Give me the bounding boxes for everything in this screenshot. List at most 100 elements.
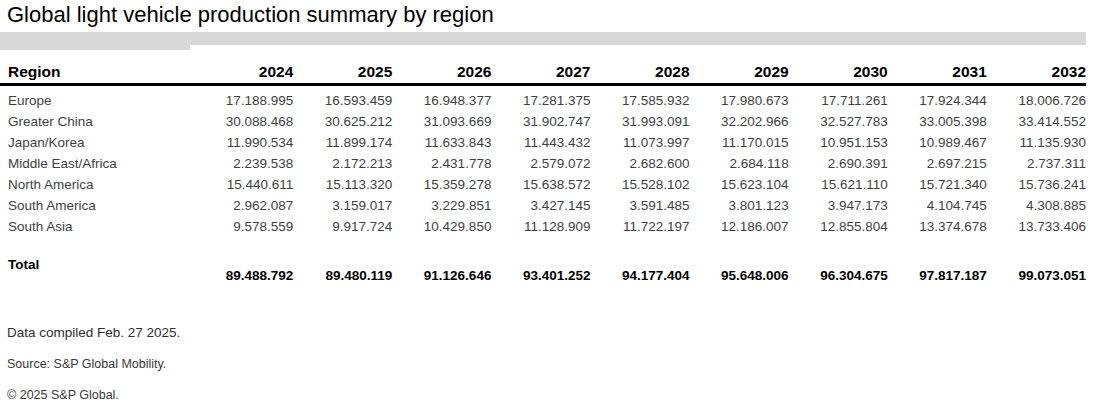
value-cell: 9.578.559	[194, 216, 293, 237]
row-label: Japan/Korea	[0, 132, 194, 153]
table-row: Japan/Korea11.990.53411.899.17411.633.84…	[0, 132, 1086, 153]
spacer-row	[0, 237, 1086, 257]
header-band	[0, 32, 1100, 50]
copyright-note: © 2025 S&P Global.	[7, 388, 1100, 402]
row-label: Europe	[0, 85, 194, 112]
value-cell: 31.902.747	[491, 111, 590, 132]
value-cell: 11.128.909	[491, 216, 590, 237]
value-cell: 11.073.997	[590, 132, 689, 153]
column-header-year: 2026	[392, 58, 491, 85]
value-cell: 2.431.778	[392, 153, 491, 174]
value-cell: 15.721.340	[888, 174, 987, 195]
total-row: Total89.488.79289.480.11991.126.64693.40…	[0, 257, 1086, 285]
value-cell: 11.633.843	[392, 132, 491, 153]
value-cell: 18.006.726	[987, 85, 1086, 112]
value-cell: 2.690.391	[789, 153, 888, 174]
report-page: Global light vehicle production summary …	[0, 0, 1100, 410]
row-label: South Asia	[0, 216, 194, 237]
value-cell: 30.088.468	[194, 111, 293, 132]
value-cell: 32.527.783	[789, 111, 888, 132]
production-table: Region 2024 2025 2026 2027 2028 2029 203…	[0, 58, 1086, 285]
value-cell: 94.177.404	[590, 257, 689, 285]
value-cell: 3.229.851	[392, 195, 491, 216]
value-cell: 3.591.485	[590, 195, 689, 216]
table-row: South America2.962.0873.159.0173.229.851…	[0, 195, 1086, 216]
value-cell: 89.480.119	[293, 257, 392, 285]
value-cell: 17.188.995	[194, 85, 293, 112]
row-label: Middle East/Africa	[0, 153, 194, 174]
row-label: South America	[0, 195, 194, 216]
column-header-year: 2028	[590, 58, 689, 85]
table-body: Europe17.188.99516.593.45916.948.37717.2…	[0, 85, 1086, 286]
value-cell: 15.623.104	[690, 174, 789, 195]
value-cell: 33.005.398	[888, 111, 987, 132]
value-cell: 10.429.850	[392, 216, 491, 237]
column-header-year: 2025	[293, 58, 392, 85]
value-cell: 2.962.087	[194, 195, 293, 216]
compiled-note: Data compiled Feb. 27 2025.	[7, 325, 1100, 340]
column-header-year: 2030	[789, 58, 888, 85]
value-cell: 93.401.252	[491, 257, 590, 285]
value-cell: 32.202.966	[690, 111, 789, 132]
value-cell: 31.993.091	[590, 111, 689, 132]
row-label: North America	[0, 174, 194, 195]
value-cell: 2.172.213	[293, 153, 392, 174]
spacer-cell	[0, 237, 1086, 257]
value-cell: 2.684.118	[690, 153, 789, 174]
value-cell: 97.817.187	[888, 257, 987, 285]
value-cell: 3.159.017	[293, 195, 392, 216]
value-cell: 17.711.261	[789, 85, 888, 112]
value-cell: 11.170.015	[690, 132, 789, 153]
value-cell: 16.593.459	[293, 85, 392, 112]
column-header-year: 2031	[888, 58, 987, 85]
column-header-region: Region	[0, 58, 194, 85]
column-header-year: 2027	[491, 58, 590, 85]
value-cell: 2.682.600	[590, 153, 689, 174]
value-cell: 91.126.646	[392, 257, 491, 285]
value-cell: 11.135.930	[987, 132, 1086, 153]
value-cell: 2.737.311	[987, 153, 1086, 174]
report-footer: Data compiled Feb. 27 2025. Source: S&P …	[7, 325, 1100, 402]
value-cell: 96.304.675	[789, 257, 888, 285]
value-cell: 17.281.375	[491, 85, 590, 112]
column-header-year: 2029	[690, 58, 789, 85]
value-cell: 2.697.215	[888, 153, 987, 174]
value-cell: 17.924.344	[888, 85, 987, 112]
page-title: Global light vehicle production summary …	[0, 0, 1100, 28]
value-cell: 15.638.572	[491, 174, 590, 195]
value-cell: 17.980.673	[690, 85, 789, 112]
value-cell: 9.917.724	[293, 216, 392, 237]
value-cell: 30.625.212	[293, 111, 392, 132]
value-cell: 13.733.406	[987, 216, 1086, 237]
table-header-row: Region 2024 2025 2026 2027 2028 2029 203…	[0, 58, 1086, 85]
value-cell: 11.443.432	[491, 132, 590, 153]
table-row: Europe17.188.99516.593.45916.948.37717.2…	[0, 85, 1086, 112]
header-band-left	[0, 32, 190, 50]
table-row: Middle East/Africa2.239.5382.172.2132.43…	[0, 153, 1086, 174]
value-cell: 17.585.932	[590, 85, 689, 112]
value-cell: 89.488.792	[194, 257, 293, 285]
value-cell: 15.621.110	[789, 174, 888, 195]
value-cell: 99.073.051	[987, 257, 1086, 285]
value-cell: 10.989.467	[888, 132, 987, 153]
value-cell: 3.427.145	[491, 195, 590, 216]
row-label: Greater China	[0, 111, 194, 132]
value-cell: 13.374.678	[888, 216, 987, 237]
value-cell: 33.414.552	[987, 111, 1086, 132]
value-cell: 15.440.611	[194, 174, 293, 195]
value-cell: 15.528.102	[590, 174, 689, 195]
total-label: Total	[0, 257, 194, 285]
column-header-year: 2032	[987, 58, 1086, 85]
value-cell: 3.947.173	[789, 195, 888, 216]
value-cell: 4.104.745	[888, 195, 987, 216]
table-row: South Asia9.578.5599.917.72410.429.85011…	[0, 216, 1086, 237]
value-cell: 16.948.377	[392, 85, 491, 112]
value-cell: 3.801.123	[690, 195, 789, 216]
value-cell: 15.736.241	[987, 174, 1086, 195]
value-cell: 95.648.006	[690, 257, 789, 285]
value-cell: 11.722.197	[590, 216, 689, 237]
value-cell: 11.990.534	[194, 132, 293, 153]
value-cell: 15.113.320	[293, 174, 392, 195]
value-cell: 4.308.885	[987, 195, 1086, 216]
value-cell: 15.359.278	[392, 174, 491, 195]
